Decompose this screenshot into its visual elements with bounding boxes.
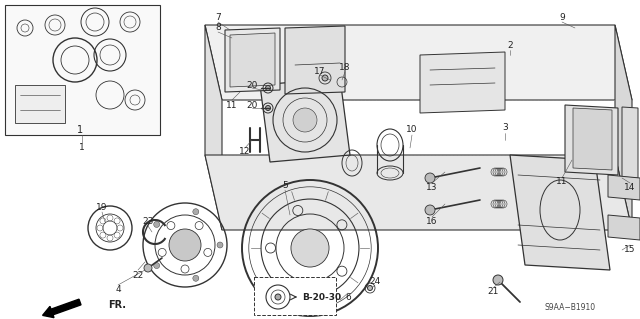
Circle shape xyxy=(154,263,160,269)
Circle shape xyxy=(275,294,281,300)
Circle shape xyxy=(266,85,271,91)
Text: 14: 14 xyxy=(624,183,636,192)
Polygon shape xyxy=(615,25,632,230)
FancyArrow shape xyxy=(43,299,81,318)
Circle shape xyxy=(144,264,152,272)
FancyBboxPatch shape xyxy=(254,277,336,315)
Text: 9: 9 xyxy=(559,13,565,23)
Text: 3: 3 xyxy=(502,123,508,132)
Text: 10: 10 xyxy=(406,125,418,135)
Polygon shape xyxy=(205,25,632,100)
Text: 17: 17 xyxy=(314,68,326,77)
Circle shape xyxy=(293,108,317,132)
Text: 21: 21 xyxy=(487,287,499,296)
Polygon shape xyxy=(420,52,505,113)
Circle shape xyxy=(493,275,503,285)
Circle shape xyxy=(322,75,328,81)
Text: 6: 6 xyxy=(345,293,351,301)
Text: 11: 11 xyxy=(227,100,237,109)
Text: B-20-30: B-20-30 xyxy=(303,293,342,301)
Text: 19: 19 xyxy=(96,204,108,212)
Text: 12: 12 xyxy=(239,147,251,157)
Text: 7: 7 xyxy=(215,13,221,23)
Polygon shape xyxy=(285,26,345,94)
Polygon shape xyxy=(622,107,638,178)
Polygon shape xyxy=(565,105,618,175)
Polygon shape xyxy=(573,108,612,170)
Text: 18: 18 xyxy=(339,63,351,72)
Text: 20: 20 xyxy=(246,80,258,90)
Text: 13: 13 xyxy=(426,183,438,192)
Circle shape xyxy=(291,229,329,267)
Polygon shape xyxy=(608,175,640,200)
Circle shape xyxy=(193,209,199,215)
Text: 16: 16 xyxy=(426,218,438,226)
Text: 20: 20 xyxy=(246,100,258,109)
Text: 15: 15 xyxy=(624,246,636,255)
Text: 1: 1 xyxy=(77,125,83,135)
Text: 2: 2 xyxy=(507,41,513,49)
Bar xyxy=(5,5,160,135)
Circle shape xyxy=(154,221,160,227)
Circle shape xyxy=(193,275,199,281)
Polygon shape xyxy=(205,155,632,230)
Circle shape xyxy=(425,205,435,215)
Text: FR.: FR. xyxy=(108,300,126,310)
Polygon shape xyxy=(205,25,222,230)
Text: 4: 4 xyxy=(115,286,121,294)
Text: 5: 5 xyxy=(282,181,288,189)
Polygon shape xyxy=(230,33,275,87)
Circle shape xyxy=(217,242,223,248)
Polygon shape xyxy=(510,155,610,270)
Polygon shape xyxy=(260,78,350,162)
Circle shape xyxy=(266,106,271,110)
Circle shape xyxy=(425,173,435,183)
Bar xyxy=(15,85,65,123)
Polygon shape xyxy=(608,215,640,240)
Text: 24: 24 xyxy=(369,278,381,286)
Text: S9AA−B1910: S9AA−B1910 xyxy=(545,303,596,313)
Text: 22: 22 xyxy=(132,271,143,279)
Circle shape xyxy=(169,229,201,261)
Text: 11: 11 xyxy=(556,177,568,187)
Text: 1: 1 xyxy=(79,144,85,152)
Text: 8: 8 xyxy=(215,24,221,33)
Polygon shape xyxy=(225,28,280,92)
Text: 23: 23 xyxy=(142,218,154,226)
Circle shape xyxy=(367,286,372,291)
Circle shape xyxy=(327,297,333,303)
